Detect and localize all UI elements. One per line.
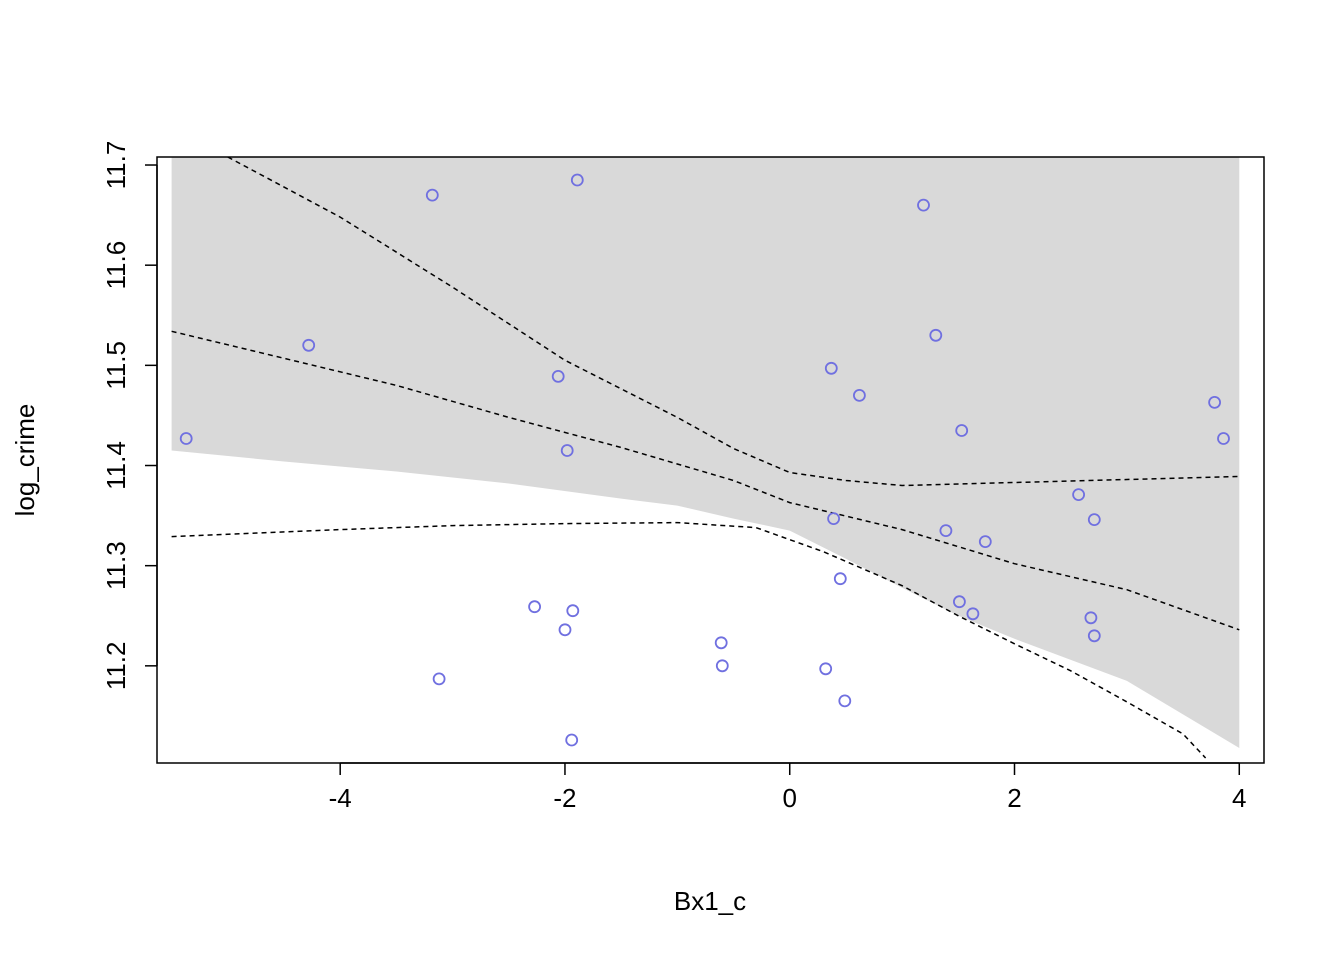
x-tick-label: 4 <box>1232 783 1246 813</box>
data-point <box>432 672 446 686</box>
data-point <box>715 659 729 673</box>
data-point <box>1084 611 1098 625</box>
data-point <box>1217 432 1230 445</box>
data-point <box>425 188 439 202</box>
fit-line <box>171 330 1240 631</box>
y-tick-label: 11.5 <box>101 341 131 390</box>
data-point <box>302 338 316 352</box>
y-tick-label: 11.7 <box>101 141 131 190</box>
data-point <box>528 600 541 614</box>
data-point <box>953 595 966 609</box>
points-layer <box>179 173 1230 747</box>
data-point <box>1087 629 1101 643</box>
data-point <box>966 607 980 621</box>
upper-bound-line <box>227 157 1240 487</box>
y-axis-label: log_crime <box>10 404 40 517</box>
data-point <box>824 361 838 375</box>
data-point <box>1208 395 1221 409</box>
data-point <box>917 198 930 212</box>
y-tick-label: 11.6 <box>101 241 131 290</box>
lower-bound-line <box>171 521 1207 759</box>
data-point <box>570 173 584 187</box>
data-point <box>838 694 852 708</box>
data-point <box>1072 488 1085 502</box>
data-point <box>566 604 580 618</box>
x-tick-label: 0 <box>782 783 796 813</box>
x-axis-label: Bx1_c <box>674 886 746 916</box>
y-axis: 11.2 11.3 11.4 11.5 11.6 11.7 <box>101 141 158 690</box>
data-point <box>833 572 847 586</box>
confidence-band-layer <box>171 157 1240 748</box>
x-tick-label: -2 <box>553 783 576 813</box>
data-point <box>560 444 574 457</box>
y-tick-label: 11.4 <box>101 441 131 490</box>
data-point <box>853 388 866 402</box>
x-axis: -4 -2 0 2 4 <box>329 762 1247 813</box>
data-point <box>819 662 833 676</box>
data-point <box>955 424 969 437</box>
data-point <box>939 524 953 537</box>
data-point <box>1087 513 1101 526</box>
data-point <box>827 512 840 525</box>
data-point <box>978 535 992 548</box>
data-point <box>558 623 572 637</box>
data-point <box>929 328 943 342</box>
x-tick-label: -4 <box>329 783 352 813</box>
y-tick-label: 11.2 <box>101 641 131 690</box>
y-tick-label: 11.3 <box>101 541 131 590</box>
data-point <box>551 369 565 383</box>
data-point <box>565 733 579 747</box>
curve-layer <box>171 157 1240 759</box>
confidence-band <box>171 157 1240 748</box>
x-tick-label: 2 <box>1007 783 1021 813</box>
data-point <box>179 432 193 445</box>
data-point <box>714 636 728 650</box>
